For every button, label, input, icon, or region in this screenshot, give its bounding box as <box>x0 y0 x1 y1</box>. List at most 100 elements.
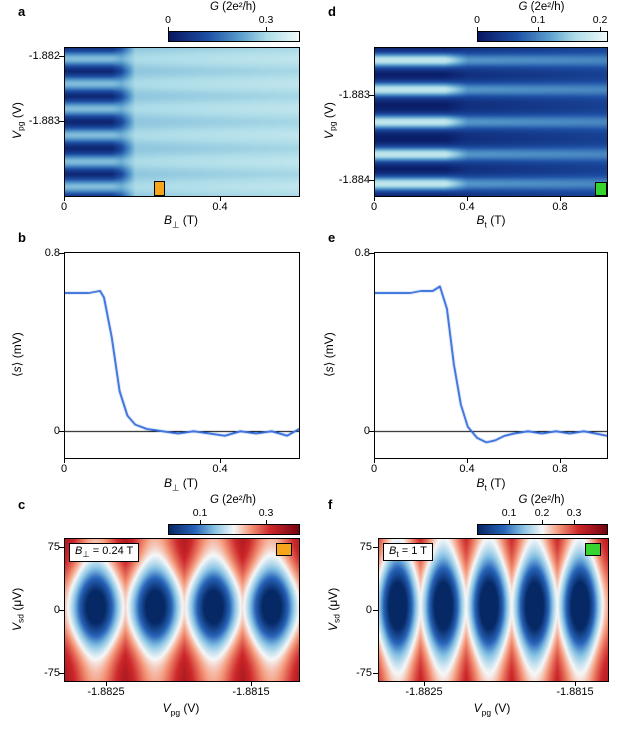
panel-f-heatmap <box>378 538 609 682</box>
tick-mark <box>373 610 378 611</box>
panel-f-ytick: 75 <box>359 541 372 553</box>
tick-mark <box>266 27 267 31</box>
tick-mark <box>369 180 374 181</box>
panel-a-colorbar-tick: 0.3 <box>258 14 274 26</box>
tick-mark <box>59 610 64 611</box>
panel-e-y-axis-title: ⟨s⟩ (mV) <box>322 332 336 377</box>
tick-mark <box>369 253 374 254</box>
tick-mark <box>467 197 468 201</box>
panel-c-xtick: -1.8815 <box>232 686 270 698</box>
panel-a-y-axis-title: Vpg (V) <box>10 102 26 140</box>
panel-d-colorbar-tick: 0 <box>474 14 480 26</box>
tick-mark <box>59 56 64 57</box>
tick-mark <box>59 253 64 254</box>
panel-c-ytick: 75 <box>47 541 60 553</box>
tick-mark <box>538 27 539 31</box>
panel-f-colorbar-title: G (2e²/h) <box>518 494 565 506</box>
tick-mark <box>266 520 267 524</box>
panel-b-x-axis-title: B⊥ (T) <box>163 476 199 493</box>
panel-f-xtick: -1.8815 <box>556 686 594 698</box>
tick-mark <box>575 682 576 686</box>
panel-f-ytick: 0 <box>365 604 372 616</box>
tick-mark <box>369 95 374 96</box>
panel-a-xtick: 0 <box>60 201 68 213</box>
panel-e-letter: e <box>328 230 336 245</box>
panel-f-xtick: -1.8825 <box>405 686 443 698</box>
tick-mark <box>574 520 575 524</box>
panel-b-xtick: 0.4 <box>212 463 228 475</box>
panel-e-xtick: 0.4 <box>459 463 475 475</box>
panel-a-colorbar-title: G (2e²/h) <box>209 1 257 13</box>
panel-f-condition-label: Bt = 1 T <box>383 543 433 562</box>
panel-b-lineplot <box>64 252 300 459</box>
panel-c-colorbar-title: G (2e²/h) <box>209 494 257 506</box>
panel-f-ytick: -75 <box>356 667 372 679</box>
tick-mark <box>251 682 252 686</box>
tick-mark <box>542 520 543 524</box>
panel-d-colorbar-tick: 0.1 <box>530 14 546 26</box>
panel-c-ytick: -75 <box>44 667 60 679</box>
panel-e-lineplot <box>374 252 608 459</box>
panel-f-colorbar <box>477 524 608 535</box>
panel-a-colorbar-tick: 0 <box>165 14 171 26</box>
panel-c-y-axis-title: Vsd (μV) <box>10 587 26 631</box>
tick-mark <box>424 682 425 686</box>
tick-mark <box>64 459 65 463</box>
panel-d-x-axis-title: Bt (T) <box>476 213 506 230</box>
panel-c-colorbar-tick: 0.3 <box>258 507 274 519</box>
panel-a-xtick: 0.4 <box>212 201 228 213</box>
panel-b-y-axis-title: ⟨s⟩ (mV) <box>10 332 24 377</box>
panel-d-colorbar-tick: 0.2 <box>592 14 608 26</box>
tick-mark <box>374 197 375 201</box>
panel-f-colorbar-tick: 0.1 <box>501 507 517 519</box>
panel-b-ytick: 0.8 <box>44 247 60 259</box>
tick-mark <box>59 547 64 548</box>
tick-mark <box>560 197 561 201</box>
panel-d-colorbar-title: G (2e²/h) <box>518 1 565 13</box>
panel-b-letter: b <box>18 230 26 245</box>
panel-d-xtick: 0.8 <box>552 201 568 213</box>
tick-mark <box>64 197 65 201</box>
tick-mark <box>59 431 64 432</box>
tick-mark <box>373 673 378 674</box>
panel-e-xtick: 0.8 <box>552 463 568 475</box>
panel-e-xtick: 0 <box>370 463 378 475</box>
tick-mark <box>560 459 561 463</box>
panel-d-ytick: -1.884 <box>338 174 370 186</box>
panel-d-xtick: 0 <box>370 201 378 213</box>
panel-a-field-marker-orange <box>154 181 165 196</box>
tick-mark <box>106 682 107 686</box>
panel-b-xtick: 0 <box>60 463 68 475</box>
tick-mark <box>373 547 378 548</box>
panel-e-ytick: 0.8 <box>354 247 370 259</box>
panel-a-colorbar <box>168 31 300 42</box>
tick-mark <box>59 673 64 674</box>
panel-c-colorbar <box>168 524 300 535</box>
tick-mark <box>59 121 64 122</box>
tick-mark <box>467 459 468 463</box>
panel-f-colorbar-tick: 0.3 <box>566 507 582 519</box>
panel-f-marker-green <box>585 543 601 556</box>
panel-f-colorbar-tick: 0.2 <box>534 507 550 519</box>
panel-d-heatmap <box>374 47 608 197</box>
panel-c-condition-label: B⊥ = 0.24 T <box>69 543 140 563</box>
tick-mark <box>200 520 201 524</box>
panel-d-colorbar <box>477 31 608 42</box>
tick-mark <box>509 520 510 524</box>
tick-mark <box>374 459 375 463</box>
tick-mark <box>220 197 221 201</box>
tick-mark <box>477 27 478 31</box>
panel-d-field-marker-green <box>595 182 607 196</box>
panel-c-marker-orange <box>276 543 292 556</box>
panel-c-letter: c <box>18 497 26 512</box>
panel-f-y-axis-title: Vsd (μV) <box>326 587 342 631</box>
tick-mark <box>220 459 221 463</box>
panel-a-x-axis-title: B⊥ (T) <box>163 213 199 230</box>
tick-mark <box>168 27 169 31</box>
panel-c-ytick: 0 <box>53 604 60 616</box>
panel-e-ytick: 0 <box>363 425 370 437</box>
tick-mark <box>369 431 374 432</box>
panel-d-letter: d <box>328 4 336 19</box>
panel-c-x-axis-title: Vpg (V) <box>162 701 200 718</box>
panel-f-letter: f <box>328 497 333 512</box>
